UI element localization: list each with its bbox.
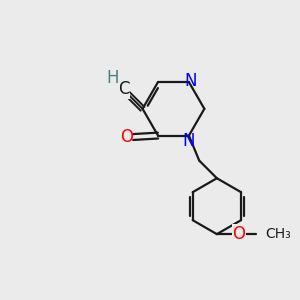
Text: H: H <box>107 69 119 87</box>
Text: N: N <box>183 132 195 150</box>
Text: O: O <box>232 225 245 243</box>
Text: C: C <box>118 80 129 98</box>
Text: CH₃: CH₃ <box>266 227 291 241</box>
Text: O: O <box>120 128 133 146</box>
Text: N: N <box>184 72 196 90</box>
